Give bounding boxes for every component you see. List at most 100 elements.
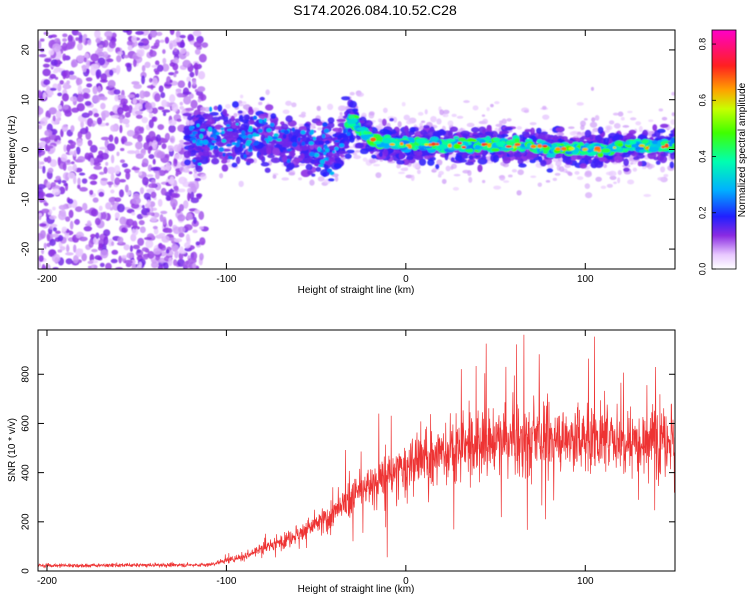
- heatmap-cell: [221, 159, 228, 164]
- heatmap-cell: [363, 134, 373, 138]
- heatmap-cell: [114, 197, 122, 203]
- heatmap-cell: [93, 165, 103, 170]
- heatmap-cell: [252, 142, 258, 146]
- heatmap-cell: [189, 191, 195, 200]
- heatmap-cell: [378, 151, 383, 158]
- heatmap-cell: [420, 129, 427, 136]
- heatmap-cell: [88, 239, 94, 248]
- heatmap-cell: [93, 162, 101, 166]
- heatmap-cell: [317, 146, 322, 152]
- heatmap-cell: [481, 142, 486, 147]
- heatmap-cell: [110, 115, 120, 119]
- heatmap-cell: [168, 124, 176, 133]
- heatmap-cell: [58, 204, 67, 210]
- heatmap-cell: [378, 148, 385, 153]
- heatmap-cell: [48, 34, 53, 39]
- heatmap-cell: [38, 212, 43, 217]
- heatmap-cell: [148, 119, 154, 129]
- heatmap-cell: [680, 139, 687, 146]
- heatmap-cell: [393, 116, 398, 123]
- heatmap-cell: [67, 198, 74, 205]
- heatmap-cell: [352, 108, 359, 112]
- heatmap-cell: [363, 131, 370, 135]
- heatmap-cell: [440, 141, 452, 145]
- heatmap-cell: [131, 55, 141, 60]
- heatmap-cell: [151, 179, 156, 185]
- heatmap-cell: [265, 138, 270, 144]
- heatmap-cell: [187, 34, 194, 41]
- heatmap-cell: [81, 112, 90, 118]
- heatmap-cell: [170, 198, 178, 208]
- heatmap-cell: [456, 115, 464, 119]
- heatmap-cell: [61, 179, 67, 184]
- heatmap-cell: [447, 143, 452, 148]
- heatmap-cell: [84, 101, 92, 107]
- heatmap-cell: [458, 137, 467, 142]
- heatmap-cell: [41, 208, 50, 214]
- heatmap-cell: [226, 128, 233, 132]
- heatmap-cell: [679, 146, 684, 152]
- heatmap-cell: [190, 99, 198, 109]
- heatmap-cell: [48, 215, 57, 220]
- heatmap-cell: [222, 152, 226, 157]
- heatmap-cell: [155, 60, 160, 66]
- heatmap-cell: [49, 249, 56, 256]
- heatmap-cell: [584, 129, 592, 138]
- heatmap-cell: [155, 134, 161, 143]
- heatmap-cell: [42, 165, 46, 174]
- heatmap-cell: [404, 167, 409, 171]
- heatmap-cell: [149, 30, 158, 38]
- heatmap-cell: [661, 116, 668, 121]
- heatmap-cell: [293, 157, 303, 162]
- heatmap-cell: [486, 124, 492, 133]
- heatmap-cell: [493, 185, 502, 190]
- heatmap-cell: [315, 121, 323, 126]
- heatmap-cell: [231, 162, 238, 168]
- heatmap-cell: [188, 93, 194, 99]
- heatmap-cell: [297, 137, 301, 142]
- heatmap-cell: [75, 146, 81, 155]
- heatmap-cell: [206, 118, 216, 125]
- heatmap-cell: [282, 109, 290, 115]
- heatmap-cell: [149, 50, 157, 58]
- heatmap-cell: [41, 248, 45, 255]
- heatmap-cell: [62, 42, 68, 52]
- heatmap-cell: [477, 164, 483, 173]
- heatmap-cell: [120, 98, 128, 105]
- heatmap-cell: [287, 162, 295, 170]
- heatmap-cell: [436, 159, 443, 166]
- colorbar-label: Normalized spectral amplitude: [737, 82, 748, 217]
- heatmap-cell: [680, 165, 685, 168]
- colorbar-gradient: [711, 29, 737, 270]
- heatmap-cell: [266, 128, 272, 133]
- heatmap-cell: [177, 214, 186, 222]
- heatmap-cell: [152, 158, 156, 165]
- heatmap-cell: [76, 55, 85, 63]
- heatmap-cell: [258, 113, 269, 120]
- heatmap-cell: [327, 103, 334, 110]
- heatmap-cell: [187, 192, 191, 202]
- heatmap-cell: [169, 94, 176, 103]
- heatmap-cell: [137, 237, 145, 247]
- heatmap-cell: [678, 145, 684, 149]
- heatmap-cell: [135, 114, 143, 119]
- heatmap-cell: [179, 34, 186, 39]
- heatmap-cell: [63, 144, 67, 152]
- heatmap-cell: [119, 116, 123, 124]
- heatmap-cell: [90, 233, 96, 239]
- heatmap-cell: [100, 152, 109, 160]
- heatmap-cell: [438, 170, 444, 176]
- heatmap-cell: [184, 242, 191, 249]
- heatmap-cell: [367, 141, 376, 146]
- heatmap-cell: [62, 53, 67, 61]
- heatmap-cell: [217, 104, 223, 112]
- heatmap-cell: [617, 177, 621, 184]
- heatmap-cell: [90, 63, 100, 70]
- heatmap-cell: [660, 153, 669, 157]
- heatmap-cell: [311, 173, 316, 177]
- heatmap-cell: [168, 257, 173, 267]
- heatmap-cell: [193, 157, 203, 161]
- heatmap-cell: [368, 111, 375, 116]
- heatmap-cell: [197, 38, 204, 43]
- heatmap-cell: [148, 112, 154, 119]
